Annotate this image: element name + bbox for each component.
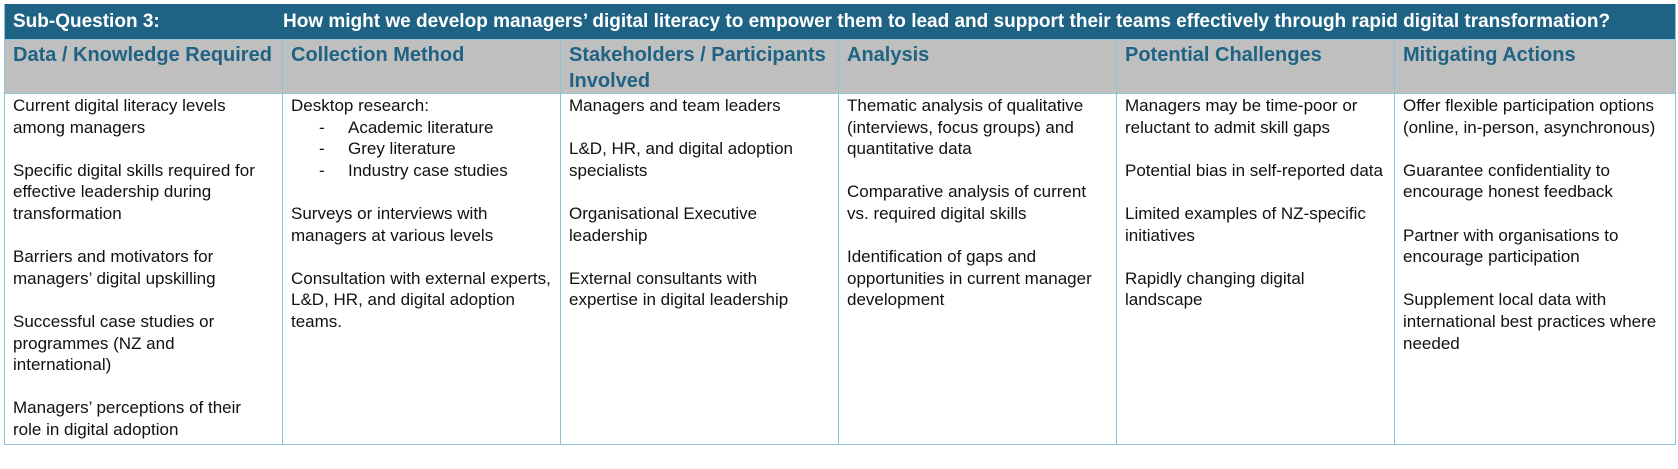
header-row: Data / Knowledge Required Collection Met…: [5, 40, 1675, 94]
dash-bullet: -: [319, 117, 325, 137]
cell-potential-challenges: Managers may be time-poor or reluctant t…: [1117, 94, 1395, 444]
analysis-item: Identification of gaps and opportunities…: [847, 247, 1092, 310]
stakeholder-item: L&D, HR, and digital adoption specialist…: [569, 139, 793, 180]
bullet-item: - Industry case studies: [291, 160, 552, 182]
collection-item: Surveys or interviews with managers at v…: [291, 203, 494, 245]
title-row: Sub-Question 3: How might we develop man…: [5, 4, 1675, 40]
analysis-item: Thematic analysis of qualitative (interv…: [847, 96, 1084, 159]
header-data-required: Data / Knowledge Required: [5, 40, 283, 93]
data-item: Specific digital skills required for eff…: [13, 160, 255, 223]
challenge-item: Managers may be time-poor or reluctant t…: [1125, 96, 1358, 137]
dash-bullet: -: [319, 139, 325, 159]
analysis-item: Comparative analysis of current vs. requ…: [847, 182, 1087, 223]
sub-question-label: Sub-Question 3:: [13, 11, 160, 32]
header-collection-method: Collection Method: [283, 40, 561, 93]
cell-analysis: Thematic analysis of qualitative (interv…: [839, 94, 1117, 444]
bullet-text: Grey literature: [348, 139, 456, 159]
header-potential-challenges: Potential Challenges: [1117, 40, 1395, 93]
collection-bullet-list: - Academic literature - Grey literature - I…: [291, 117, 552, 182]
mitigation-item: Offer flexible participation options (on…: [1403, 96, 1656, 137]
bullet-item: - Grey literature: [291, 138, 552, 160]
dash-bullet: -: [319, 160, 325, 180]
mitigation-item: Partner with organisations to encourage …: [1403, 225, 1619, 267]
challenge-item: Limited examples of NZ-specific initiati…: [1125, 203, 1366, 245]
data-item: Successful case studies or programmes (N…: [13, 311, 215, 375]
stakeholder-item: Managers and team leaders: [569, 96, 781, 115]
sub-question-text: How might we develop managers’ digital l…: [283, 11, 1611, 32]
bullet-text: Academic literature: [348, 117, 494, 137]
stakeholder-item: Organisational Executive leadership: [569, 203, 758, 245]
data-item: Current digital literacy levels among ma…: [13, 96, 226, 137]
data-item: Barriers and motivators for managers’ di…: [13, 247, 216, 288]
header-mitigating-actions: Mitigating Actions: [1403, 44, 1576, 66]
cell-collection-method: Desktop research: - Academic literature -…: [283, 94, 561, 444]
body-row: Current digital literacy levels among ma…: [5, 94, 1675, 444]
header-analysis: Analysis: [839, 40, 1117, 93]
cell-stakeholders: Managers and team leaders L&D, HR, and d…: [561, 94, 839, 444]
challenge-item: Rapidly changing digital landscape: [1125, 268, 1305, 310]
research-plan-table: Sub-Question 3: How might we develop man…: [4, 4, 1676, 445]
challenge-item: Potential bias in self-reported data: [1125, 160, 1383, 180]
collection-intro: Desktop research:: [291, 96, 429, 115]
data-item: Managers’ perceptions of their role in d…: [13, 398, 242, 439]
bullet-item: - Academic literature: [291, 117, 552, 139]
bullet-text: Industry case studies: [348, 160, 508, 180]
stakeholder-item: External consultants with expertise in d…: [569, 268, 789, 310]
cell-data-required: Current digital literacy levels among ma…: [5, 94, 283, 444]
header-stakeholders: Stakeholders / Participants Involved: [561, 40, 839, 93]
mitigation-item: Supplement local data with international…: [1403, 290, 1657, 353]
cell-mitigating-actions: Offer flexible participation options (on…: [1395, 94, 1675, 444]
collection-item: Consultation with external experts, L&D,…: [291, 268, 551, 331]
mitigation-item: Guarantee confidentiality to encourage h…: [1403, 160, 1613, 202]
